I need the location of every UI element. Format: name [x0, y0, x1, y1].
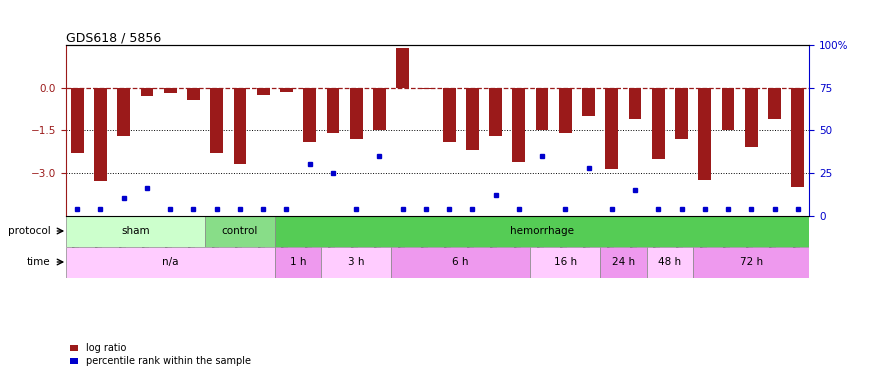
Bar: [536, 88, 549, 130]
Bar: [205, 216, 275, 246]
Bar: [600, 246, 647, 278]
Bar: [466, 88, 479, 150]
Bar: [234, 88, 247, 164]
Bar: [530, 246, 600, 278]
Text: 3 h: 3 h: [348, 257, 364, 267]
Bar: [606, 88, 619, 169]
Bar: [71, 88, 84, 153]
Text: hemorrhage: hemorrhage: [510, 226, 574, 236]
Text: time: time: [27, 257, 51, 267]
Bar: [391, 246, 530, 278]
Bar: [489, 88, 502, 136]
Bar: [304, 88, 316, 142]
Bar: [373, 88, 386, 130]
Text: 6 h: 6 h: [452, 257, 469, 267]
Bar: [628, 88, 641, 119]
Bar: [321, 246, 391, 278]
Text: protocol: protocol: [8, 226, 51, 236]
Text: 24 h: 24 h: [612, 257, 635, 267]
Bar: [66, 216, 205, 246]
Text: 16 h: 16 h: [554, 257, 577, 267]
Bar: [791, 88, 804, 187]
Text: GDS618 / 5856: GDS618 / 5856: [66, 32, 161, 45]
Bar: [396, 48, 409, 88]
Bar: [164, 88, 177, 93]
Text: 48 h: 48 h: [658, 257, 682, 267]
Text: control: control: [221, 226, 258, 236]
Bar: [256, 88, 270, 95]
Bar: [275, 246, 321, 278]
Bar: [141, 88, 153, 96]
Bar: [693, 246, 809, 278]
Bar: [443, 88, 456, 142]
Bar: [676, 88, 688, 139]
Bar: [652, 88, 665, 159]
Bar: [513, 88, 525, 162]
Bar: [768, 88, 780, 119]
Bar: [419, 88, 432, 89]
Bar: [350, 88, 362, 139]
Text: sham: sham: [121, 226, 150, 236]
Bar: [275, 216, 809, 246]
Bar: [647, 246, 693, 278]
Bar: [745, 88, 758, 147]
Bar: [559, 88, 571, 133]
Bar: [94, 88, 107, 182]
Bar: [326, 88, 340, 133]
Text: n/a: n/a: [162, 257, 178, 267]
Legend: log ratio, percentile rank within the sample: log ratio, percentile rank within the sa…: [71, 344, 251, 366]
Bar: [210, 88, 223, 153]
Bar: [117, 88, 130, 136]
Bar: [280, 88, 293, 92]
Bar: [187, 88, 200, 100]
Bar: [698, 88, 711, 180]
Text: 1 h: 1 h: [290, 257, 306, 267]
Bar: [582, 88, 595, 116]
Bar: [66, 246, 275, 278]
Bar: [722, 88, 734, 130]
Text: 72 h: 72 h: [739, 257, 763, 267]
